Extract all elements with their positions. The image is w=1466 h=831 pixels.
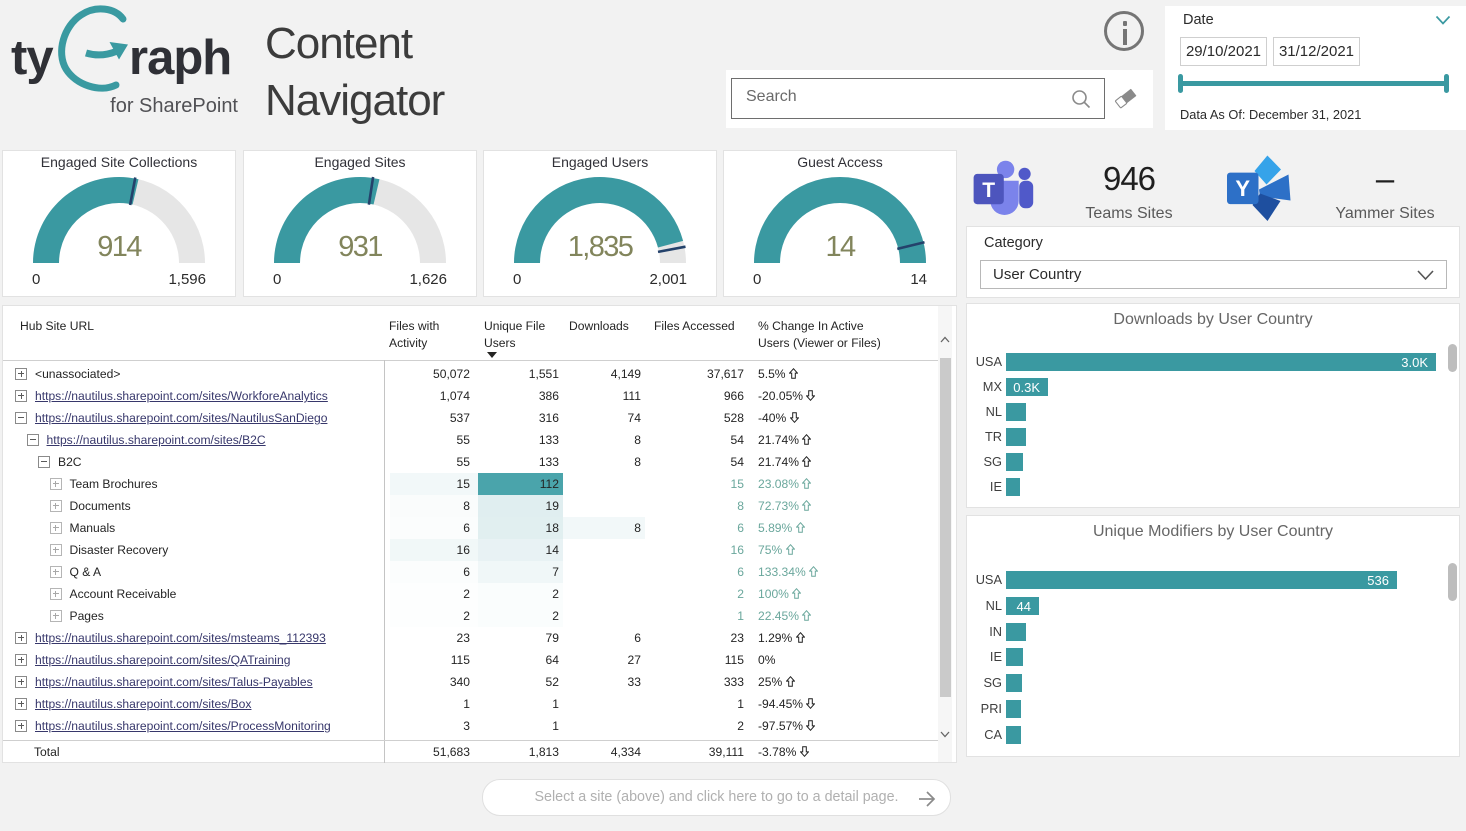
svg-text:ty: ty — [11, 31, 53, 85]
svg-text:for SharePoint: for SharePoint — [110, 95, 238, 117]
svg-text:T: T — [982, 179, 995, 202]
svg-text:raph: raph — [129, 31, 231, 85]
svg-text:Y: Y — [1235, 176, 1250, 201]
